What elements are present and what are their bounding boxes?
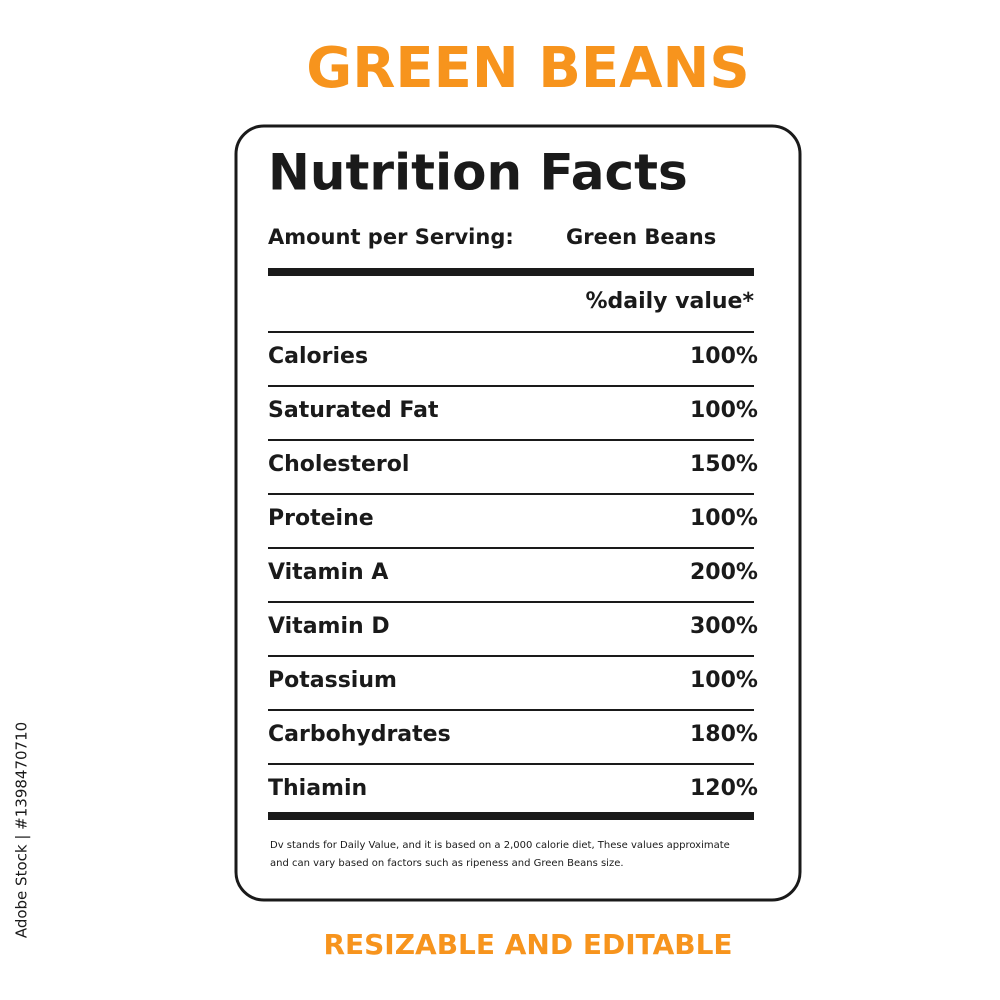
nutrient-name: Vitamin A (268, 560, 388, 585)
nutrient-name: Thiamin (268, 776, 367, 801)
side-text: Adobe Stock | #1398470710 (13, 722, 31, 938)
nutrient-name: Carbohydrates (268, 722, 451, 747)
thick-rule (268, 812, 754, 820)
column-header: %daily value* (585, 289, 754, 314)
footnote: Dv stands for Daily Value, and it is bas… (270, 840, 730, 851)
nutrient-name: Calories (268, 344, 368, 369)
nutrient-name: Proteine (268, 506, 374, 531)
nutrient-value: 150% (690, 452, 758, 477)
nutrient-value: 100% (690, 506, 758, 531)
serving-label: Amount per Serving: (268, 225, 514, 249)
nutrient-value: 180% (690, 722, 758, 747)
thick-rule (268, 268, 754, 276)
nutrient-value: 300% (690, 614, 758, 639)
nutrient-name: Saturated Fat (268, 398, 439, 423)
nutrient-value: 100% (690, 398, 758, 423)
nutrient-value: 120% (690, 776, 758, 801)
footnote: and can vary based on factors such as ri… (270, 858, 624, 869)
heading: Nutrition Facts (268, 144, 688, 202)
nutrient-name: Potassium (268, 668, 397, 693)
title: GREEN BEANS (306, 36, 749, 101)
nutrient-value: 200% (690, 560, 758, 585)
nutrient-name: Vitamin D (268, 614, 390, 639)
serving-value: Green Beans (566, 225, 716, 249)
label-box (234, 124, 802, 902)
nutrient-name: Cholesterol (268, 452, 409, 477)
nutrient-value: 100% (690, 344, 758, 369)
footer: RESIZABLE AND EDITABLE (323, 928, 732, 961)
nutrient-value: 100% (690, 668, 758, 693)
